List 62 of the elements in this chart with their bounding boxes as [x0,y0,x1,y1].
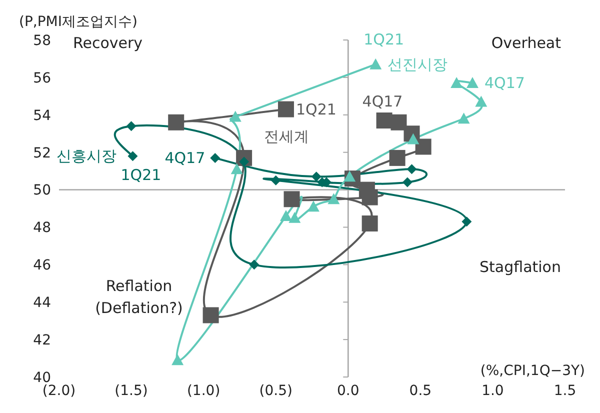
y-tick-label: 58 [33,32,51,49]
point [458,112,470,124]
point [230,163,243,174]
point [450,77,463,88]
point [128,151,138,162]
point [311,172,322,182]
point [475,96,488,107]
point [406,164,417,174]
point [389,150,406,166]
point [210,152,220,163]
x-tick-label: 0.5 [409,382,432,399]
y-axis-title: (P,PMI제조업지수) [19,14,138,30]
annotation: 4Q17 [164,148,206,167]
point [362,215,378,232]
y-tick-label: 44 [33,295,52,312]
annotation: Recovery [73,34,143,52]
point [466,77,478,88]
point [270,175,281,186]
annotation: 1Q21 [296,100,336,118]
point [370,58,382,70]
annotation: Reflation (Deflation?) [95,276,183,317]
point [288,212,301,223]
point [390,114,407,130]
x-tick-label: (0.5) [259,382,292,399]
x-tick-label: (1.5) [114,382,148,399]
annotation: Stagflation [480,258,561,276]
x-tick-label: 0.0 [337,382,360,399]
annotation: 1Q21 [120,166,162,184]
x-axis-title: (%,CPI,1Q−3Y) [480,363,585,379]
point [462,216,472,227]
point [402,177,412,188]
annotation: 1Q21 [364,30,404,48]
x-tick-label: (1.0) [186,382,220,399]
point [172,354,184,366]
point [126,121,136,132]
point [415,138,432,155]
point [284,191,300,208]
y-tick-label: 46 [33,258,52,274]
annotation: 4Q17 [362,92,403,111]
point [168,114,184,130]
point [202,307,219,324]
point [229,110,242,122]
point [307,200,320,212]
y-tick-label: 52 [33,145,51,162]
point [362,189,378,206]
annotation: 4Q17 [484,74,525,92]
point [278,101,294,118]
point [280,210,292,221]
x-tick-label: 1.5 [554,382,576,399]
series-label: 신흥시장 [56,147,117,166]
y-tick-label: 42 [33,332,51,349]
point [249,260,260,270]
series-label: 전세계 [264,127,309,146]
point [328,193,340,204]
y-tick-label: 48 [33,220,51,236]
series-label: 선진시장 [388,55,448,74]
y-tick-label: 54 [33,108,52,124]
x-tick-label: 1.0 [482,382,504,399]
x-tick-label: (2.0) [42,382,76,399]
y-tick-label: 50 [33,182,51,199]
y-tick-label: 56 [33,70,52,86]
annotation: Overheat [491,34,562,52]
